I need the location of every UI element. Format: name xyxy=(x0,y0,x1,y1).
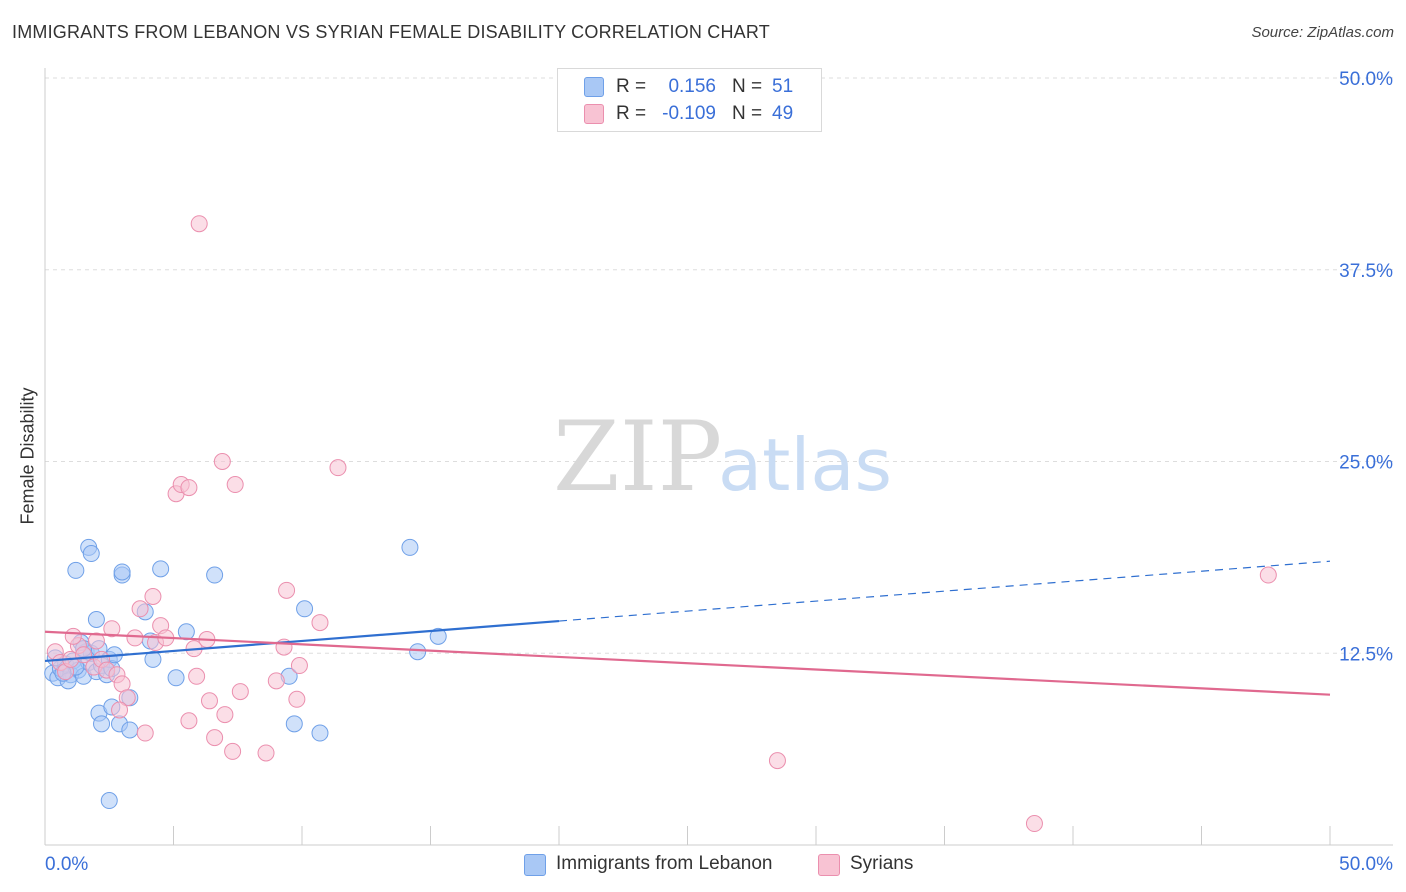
point-syrians xyxy=(144,587,162,605)
legend-swatch-lebanon xyxy=(584,77,604,97)
legend-r-value: -0.109 xyxy=(662,103,716,124)
point-lebanon xyxy=(82,545,100,563)
point-lebanon xyxy=(285,715,303,733)
point-lebanon xyxy=(429,627,447,645)
point-syrians xyxy=(118,689,136,707)
point-lebanon xyxy=(311,724,329,742)
x-tick-label-min: 0.0% xyxy=(45,854,88,875)
correlation-legend: R = 0.156 N = 51 R = -0.109 N = 49 xyxy=(557,68,822,132)
point-syrians xyxy=(329,459,347,477)
y-axis-label: Female Disability xyxy=(17,387,38,525)
series-lebanon-points xyxy=(44,538,447,810)
point-lebanon xyxy=(93,715,111,733)
point-syrians xyxy=(200,692,218,710)
point-syrians xyxy=(87,632,105,650)
trend-line-lebanon-extension xyxy=(558,560,1331,622)
legend-n-label: N = xyxy=(732,76,763,97)
point-lebanon xyxy=(87,611,105,629)
bottom-legend-label-lebanon: Immigrants from Lebanon xyxy=(556,853,773,874)
y-tick-label: 37.5% xyxy=(1339,261,1393,282)
point-lebanon xyxy=(206,566,224,584)
point-syrians xyxy=(290,657,308,675)
point-lebanon xyxy=(296,600,314,618)
legend-r-label: R = xyxy=(616,103,647,124)
y-tick-label: 50.0% xyxy=(1339,69,1393,90)
watermark-atlas: atlas xyxy=(718,423,892,507)
point-syrians xyxy=(213,453,231,470)
point-syrians xyxy=(131,600,149,618)
point-syrians xyxy=(103,620,121,638)
trend-line-syrians xyxy=(44,630,1331,696)
watermark-zip: ZIP xyxy=(553,401,722,513)
legend-n-label: N = xyxy=(732,103,763,124)
point-syrians xyxy=(188,667,206,685)
point-syrians xyxy=(267,672,285,690)
point-syrians xyxy=(278,581,296,599)
point-syrians xyxy=(231,683,249,701)
legend-r-value: 0.156 xyxy=(668,76,716,97)
point-syrians xyxy=(190,215,208,233)
point-syrians xyxy=(1259,566,1277,584)
point-syrians xyxy=(136,724,154,742)
x-axis-ticks xyxy=(44,826,1331,845)
point-lebanon xyxy=(167,669,185,687)
point-syrians xyxy=(180,712,198,730)
bottom-legend-label-syrians: Syrians xyxy=(850,853,914,874)
point-syrians xyxy=(111,701,129,719)
point-lebanon xyxy=(401,538,419,556)
gridlines xyxy=(45,77,1393,654)
series-syrians-points xyxy=(46,215,1277,833)
point-syrians xyxy=(216,706,234,724)
point-syrians xyxy=(206,729,224,747)
point-syrians xyxy=(224,742,242,760)
legend-n-value: 49 xyxy=(772,103,794,124)
legend-n-value: 51 xyxy=(772,76,794,97)
point-syrians xyxy=(226,476,244,494)
point-syrians xyxy=(1025,815,1043,833)
point-lebanon xyxy=(67,561,85,579)
source-label: Source: ZipAtlas.com xyxy=(1251,24,1394,41)
point-syrians xyxy=(311,614,329,632)
legend-row-syrians: R = -0.109 N = 49 xyxy=(558,101,821,127)
point-syrians xyxy=(288,690,306,708)
point-syrians xyxy=(126,629,144,647)
point-syrians xyxy=(768,752,786,770)
point-lebanon xyxy=(144,650,162,668)
trend-line-lebanon xyxy=(44,619,560,663)
chart-title: IMMIGRANTS FROM LEBANON VS SYRIAN FEMALE… xyxy=(12,22,770,42)
bottom-legend-swatch-lebanon xyxy=(524,854,546,876)
trend-lines xyxy=(44,560,1331,696)
x-tick-label-max: 50.0% xyxy=(1339,854,1393,875)
point-syrians xyxy=(64,627,82,645)
point-lebanon xyxy=(121,721,139,739)
y-tick-labels: 12.5% 25.0% 37.5% 50.0% xyxy=(1339,69,1393,665)
point-syrians xyxy=(257,744,275,762)
y-tick-label: 12.5% xyxy=(1339,644,1393,665)
legend-row-lebanon: R = 0.156 N = 51 xyxy=(558,74,821,100)
legend-swatch-syrians xyxy=(584,104,604,124)
y-tick-label: 25.0% xyxy=(1339,453,1393,474)
point-lebanon xyxy=(409,643,427,661)
legend-r-label: R = xyxy=(616,76,647,97)
point-lebanon xyxy=(152,560,170,578)
bottom-legend-swatch-syrians xyxy=(818,854,840,876)
point-lebanon xyxy=(100,792,118,810)
point-syrians xyxy=(180,479,198,497)
point-lebanon xyxy=(113,563,131,581)
